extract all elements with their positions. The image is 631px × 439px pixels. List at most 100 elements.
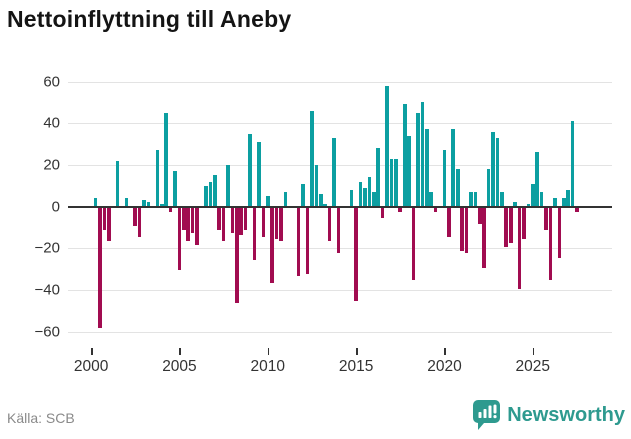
bar-negative xyxy=(380,207,385,218)
gridline xyxy=(68,81,612,83)
bar-negative xyxy=(557,207,562,258)
bar-positive xyxy=(332,137,336,207)
bar-negative xyxy=(230,207,235,233)
bar-negative xyxy=(508,207,513,243)
bar-positive xyxy=(159,204,164,207)
bar-positive xyxy=(451,129,456,207)
bar-positive xyxy=(495,137,500,207)
bar-positive xyxy=(142,200,146,207)
bar-positive xyxy=(402,104,407,207)
gridline xyxy=(68,331,612,333)
bar-positive xyxy=(513,202,517,207)
y-axis-label: 0 xyxy=(51,198,60,215)
x-axis-label: 2000 xyxy=(73,358,109,375)
chart-plot-area xyxy=(68,75,612,347)
bar-positive xyxy=(367,177,372,207)
bar-positive xyxy=(164,112,168,207)
bar-positive xyxy=(420,102,425,207)
y-axis-label: −40 xyxy=(34,281,60,299)
bar-negative xyxy=(221,207,226,241)
bar-positive xyxy=(248,133,252,207)
bar-negative xyxy=(354,207,358,302)
bar-positive xyxy=(212,175,217,207)
bar-negative xyxy=(548,207,553,281)
x-axis-label: 2015 xyxy=(338,358,374,375)
bar-negative xyxy=(522,207,526,239)
gridline xyxy=(68,123,612,125)
bar-positive xyxy=(486,169,491,207)
y-axis-label: 20 xyxy=(43,156,60,174)
source-label: Källa: SCB xyxy=(7,410,75,426)
bar-positive xyxy=(173,171,177,207)
bar-positive xyxy=(385,85,389,207)
bar-negative xyxy=(239,207,244,235)
bar-negative xyxy=(168,207,173,212)
bar-positive xyxy=(539,191,544,207)
bar-negative xyxy=(195,207,199,245)
y-axis-label: 40 xyxy=(43,114,60,132)
bar-positive xyxy=(566,189,570,207)
bar-positive xyxy=(310,110,314,207)
bar-positive xyxy=(155,150,160,207)
gridline xyxy=(68,164,612,166)
bar-negative xyxy=(504,207,509,248)
y-axis-label: −20 xyxy=(34,239,60,257)
x-axis-tick xyxy=(179,348,181,355)
x-axis-tick xyxy=(91,348,93,355)
bar-negative xyxy=(177,207,182,270)
bar-negative xyxy=(411,207,416,281)
bar-negative xyxy=(270,207,274,283)
bar-positive xyxy=(301,183,305,207)
bar-negative xyxy=(464,207,469,254)
bar-positive xyxy=(208,181,213,207)
newsworthy-wordmark: Newsworthy xyxy=(507,403,625,426)
bar-positive xyxy=(349,189,354,207)
newsworthy-logo[interactable]: Newsworthy xyxy=(473,400,625,430)
bar-negative xyxy=(137,207,142,237)
bar-negative xyxy=(305,207,310,275)
bar-positive xyxy=(376,148,380,207)
bar-negative xyxy=(433,207,438,212)
bar-negative xyxy=(102,207,107,231)
bar-positive xyxy=(429,191,433,207)
bar-negative xyxy=(133,207,138,227)
bar-positive xyxy=(491,131,495,207)
bar-positive xyxy=(314,164,319,207)
x-axis-tick xyxy=(444,348,446,355)
bar-negative xyxy=(327,207,332,241)
bar-positive xyxy=(323,204,327,207)
bar-positive xyxy=(358,181,363,207)
bar-negative xyxy=(186,207,191,241)
bar-negative xyxy=(575,207,579,212)
bar-negative xyxy=(517,207,522,289)
bar-positive xyxy=(570,121,575,207)
bar-positive xyxy=(455,169,460,207)
bar-positive xyxy=(424,129,429,207)
bar-positive xyxy=(469,191,473,207)
bar-negative xyxy=(460,207,464,252)
bar-negative xyxy=(190,207,195,233)
bar-positive xyxy=(371,191,376,207)
bar-positive xyxy=(531,183,535,207)
bar-negative xyxy=(336,207,341,254)
bar-negative xyxy=(482,207,486,268)
bar-negative xyxy=(98,207,102,329)
gridline xyxy=(68,289,612,291)
x-axis-label: 2010 xyxy=(250,358,285,375)
bar-positive xyxy=(265,196,270,207)
bar-negative xyxy=(398,207,403,212)
bar-positive xyxy=(394,158,398,207)
y-axis-label: −60 xyxy=(34,323,60,340)
bar-negative xyxy=(106,207,111,241)
bar-negative xyxy=(182,207,186,231)
bar-positive xyxy=(204,185,208,207)
bar-negative xyxy=(217,207,221,231)
bar-negative xyxy=(447,207,451,237)
x-axis-zero-line xyxy=(68,205,612,208)
bar-positive xyxy=(318,194,323,207)
bar-negative xyxy=(252,207,257,260)
bar-negative xyxy=(544,207,548,231)
bar-negative xyxy=(261,207,266,237)
bar-positive xyxy=(363,187,367,207)
bar-positive xyxy=(124,198,129,207)
